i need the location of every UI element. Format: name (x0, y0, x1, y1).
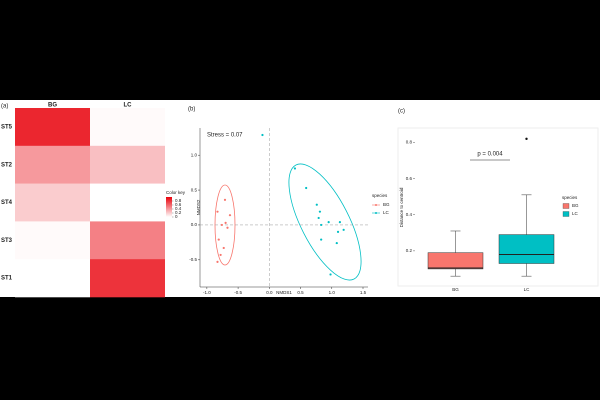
heat-cell (15, 259, 90, 298)
x-tick-label: -1.0 (203, 290, 211, 295)
heat-cell (90, 259, 165, 298)
point (318, 210, 322, 213)
point (216, 260, 219, 263)
heat-cell (90, 145, 165, 184)
y-tick-label: 0.6 (406, 176, 413, 181)
column-label: LC (124, 103, 133, 109)
heat-cell (15, 183, 90, 222)
heat-cell (90, 108, 165, 147)
legend-key (562, 211, 570, 217)
point (293, 167, 297, 170)
panel-label: (b) (188, 107, 195, 113)
x-tick-label: 0.5 (297, 290, 304, 295)
color-key-title: Color key (166, 190, 186, 195)
point (317, 216, 320, 220)
row-label: ST4 (1, 200, 13, 206)
panel-border (397, 127, 599, 287)
point (219, 253, 222, 257)
point (329, 273, 332, 276)
row-label: ST5 (1, 124, 13, 130)
heat-cell (15, 108, 90, 147)
x-tick-label: LC (524, 287, 531, 292)
point (228, 214, 232, 217)
heat-cell (15, 221, 90, 260)
column-label: BG (48, 103, 57, 109)
point (220, 223, 223, 227)
row-label: ST1 (1, 276, 13, 282)
y-tick-label: 0.4 (406, 212, 413, 217)
legend-label: LC (572, 211, 579, 216)
y-tick-label: 0.2 (406, 248, 413, 253)
x-tick-label: -0.5 (234, 290, 242, 295)
point (335, 241, 338, 245)
x-tick-label: 1.0 (329, 290, 336, 295)
outlier (525, 137, 528, 141)
point (222, 246, 225, 250)
y-tick-label: -0.5 (189, 257, 197, 262)
point (338, 221, 341, 224)
y-axis-title: Distance to centroid (399, 187, 404, 227)
point (320, 223, 323, 227)
point (342, 228, 345, 231)
point (336, 230, 340, 234)
y-tick-label: 1.0 (191, 152, 198, 157)
point (223, 198, 227, 201)
color-key-label: 0.6 (175, 202, 182, 207)
color-key-label: 0 (175, 214, 178, 219)
point (327, 221, 330, 224)
point (305, 186, 308, 190)
y-tick-label: 0.0 (191, 222, 198, 227)
x-tick-label: BG (452, 287, 459, 292)
color-key-label: 0.4 (175, 206, 182, 211)
lc-ellipse (288, 163, 362, 281)
color-key-label: 0.8 (175, 198, 182, 203)
legend-title: species (372, 193, 388, 198)
point (315, 203, 318, 206)
x-tick-label: 1.5 (360, 290, 367, 295)
y-axis-title: NMDS2 (196, 199, 201, 215)
row-label: ST3 (1, 238, 13, 244)
x-axis-title: NMDS1 (276, 290, 292, 295)
legend-key (562, 203, 570, 209)
panel-label: (a) (1, 104, 8, 110)
point (217, 238, 220, 241)
box (498, 234, 555, 264)
x-tick-label: 0.0 (266, 290, 273, 295)
legend-point (375, 204, 377, 206)
point (226, 226, 229, 229)
y-tick-label: 0.8 (406, 140, 413, 145)
row-label: ST2 (1, 162, 13, 168)
color-key (166, 197, 172, 217)
annotation: p = 0.004 (477, 152, 503, 158)
annotation: Stress = 0.07 (207, 133, 243, 139)
point (320, 238, 323, 241)
color-key-label: 0.2 (175, 210, 182, 215)
legend-title: species (562, 195, 578, 200)
point (224, 221, 227, 224)
legend-point (375, 212, 377, 214)
heat-cell (15, 145, 90, 184)
y-tick-label: 0.5 (191, 187, 198, 192)
heat-cell (90, 221, 165, 260)
legend-label: BG (572, 203, 579, 208)
point (216, 210, 219, 213)
panel-label: (c) (398, 109, 405, 115)
legend-label: BG (383, 202, 390, 207)
point (261, 133, 264, 137)
box (427, 252, 484, 270)
legend-label: LC (383, 210, 390, 215)
heat-cell (90, 183, 165, 222)
